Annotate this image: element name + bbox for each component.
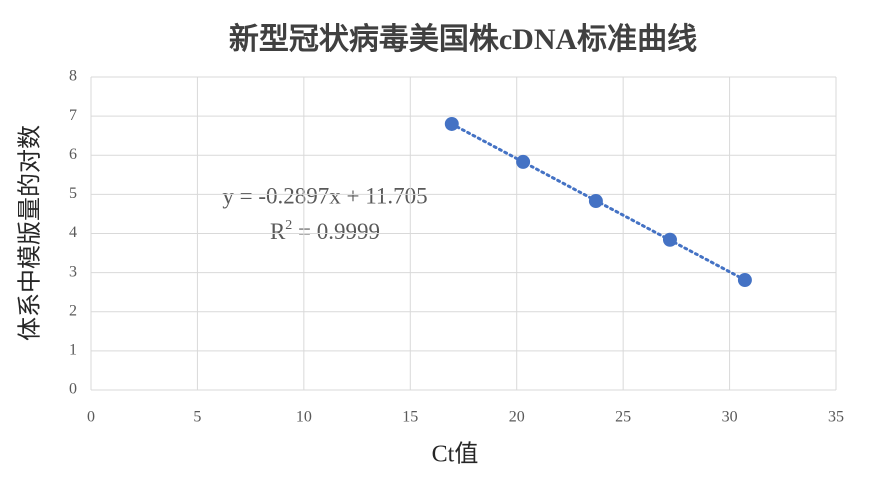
- r-squared-text: = 0.9999: [292, 219, 380, 244]
- x-tick-label: 15: [402, 409, 418, 426]
- y-tick-label: 3: [69, 263, 77, 280]
- r-squared-base: R: [270, 219, 286, 244]
- trendline-equation: y = -0.2897x + 11.705: [222, 183, 427, 208]
- y-tick-label: 4: [69, 224, 77, 241]
- data-point: [737, 273, 752, 288]
- y-tick-label: 5: [69, 185, 77, 202]
- x-tick-label: 35: [828, 409, 844, 426]
- r-squared: R2 = 0.9999: [270, 218, 380, 244]
- x-tick-label: 20: [509, 409, 525, 426]
- y-tick-label: 7: [69, 107, 77, 124]
- x-tick-label: 0: [87, 409, 95, 426]
- x-tick-label: 30: [722, 409, 738, 426]
- x-tick-label: 5: [193, 409, 201, 426]
- data-point: [662, 232, 677, 247]
- y-tick-label: 0: [69, 381, 77, 398]
- trendline: [450, 122, 747, 282]
- data-point: [516, 154, 531, 169]
- y-tick-label: 6: [69, 146, 77, 163]
- x-tick-label: 25: [615, 409, 631, 426]
- x-tick-label: 10: [296, 409, 312, 426]
- r-squared-sup: 2: [285, 218, 292, 233]
- data-point: [444, 116, 459, 131]
- x-axis-label: Ct值: [432, 441, 479, 468]
- chart-title: 新型冠状病毒美国株cDNA标准曲线: [229, 22, 697, 56]
- data-point: [588, 194, 603, 209]
- y-tick-label: 2: [69, 302, 77, 319]
- y-tick-label: 1: [69, 342, 77, 359]
- y-axis-label: 体系中模版量的对数: [17, 125, 44, 341]
- y-tick-label: 8: [69, 68, 77, 85]
